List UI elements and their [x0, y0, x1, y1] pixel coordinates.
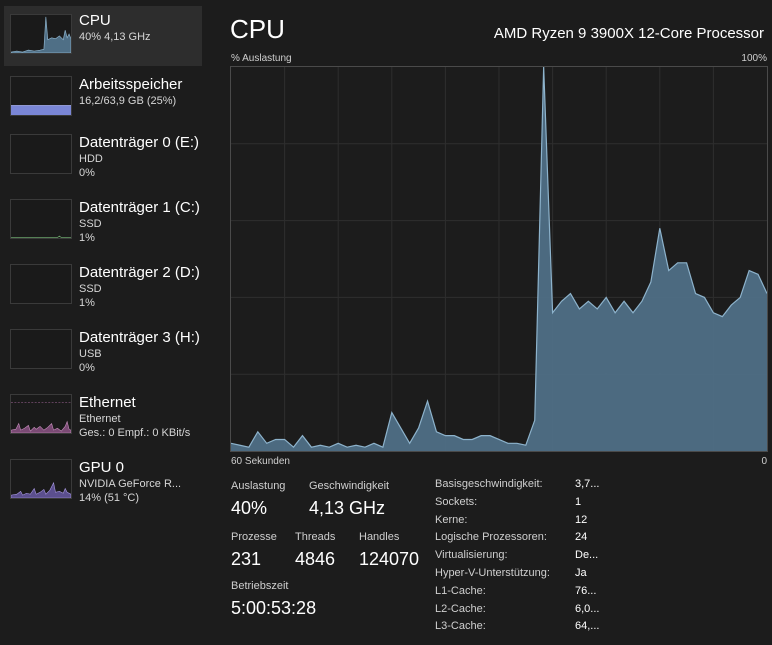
info-key: Logische Prozessoren: — [435, 531, 547, 544]
info-row-sockets: Sockets: 1 — [435, 496, 765, 514]
disk-0-thumbnail-graph — [10, 134, 72, 174]
info-value: 1 — [575, 495, 582, 508]
sidebar-item-usage: 0% — [79, 167, 95, 179]
sidebar-item-disk-0[interactable]: Datenträger 0 (E:) HDD 0% — [4, 128, 202, 188]
sidebar-item-type: USB — [79, 348, 102, 360]
sidebar-item-type: SSD — [79, 283, 102, 295]
sidebar-item-type: HDD — [79, 153, 103, 165]
info-value: 12 — [575, 513, 588, 526]
handles-value: 124070 — [359, 549, 420, 569]
handles-label: Handles — [359, 531, 400, 543]
sidebar-item-title: Arbeitsspeicher — [79, 76, 183, 93]
disk-2-thumbnail-graph — [10, 264, 72, 304]
sidebar-item-text: Ethernet Ethernet Ges.: 0 Empf.: 0 KBit/… — [79, 393, 190, 440]
sidebar-item-throughput: Ges.: 0 Empf.: 0 KBit/s — [79, 427, 191, 439]
sidebar-item-title: Datenträger 1 (C:) — [79, 199, 200, 216]
sidebar: CPU 40% 4,13 GHz Arbeitsspeicher 16,2/63… — [0, 0, 212, 645]
sidebar-item-text: Arbeitsspeicher 16,2/63,9 GB (25%) — [79, 75, 182, 108]
auslastung-value: 40% — [231, 498, 268, 518]
betriebszeit-value: 5:00:53:28 — [231, 598, 317, 618]
threads-value: 4846 — [295, 549, 336, 569]
sidebar-item-title: Datenträger 3 (H:) — [79, 329, 200, 346]
sidebar-item-title: CPU — [79, 12, 111, 29]
sidebar-item-subtitle: 40% 4,13 GHz — [79, 31, 151, 43]
cpu-usage-chart — [231, 67, 767, 451]
sidebar-item-text: Datenträger 1 (C:) SSD 1% — [79, 198, 200, 245]
disk-3-thumbnail-graph — [10, 329, 72, 369]
sidebar-item-disk-1[interactable]: Datenträger 1 (C:) SSD 1% — [4, 193, 202, 253]
info-key: Virtualisierung: — [435, 549, 508, 562]
sidebar-item-text: CPU 40% 4,13 GHz — [79, 11, 151, 44]
sidebar-item-subtitle: 16,2/63,9 GB (25%) — [79, 95, 177, 107]
sidebar-item-type: SSD — [79, 218, 102, 230]
x-axis-min-label: 0 — [761, 456, 767, 467]
sidebar-item-adapter: Ethernet — [79, 413, 121, 425]
sidebar-item-disk-3[interactable]: Datenträger 3 (H:) USB 0% — [4, 323, 202, 383]
sidebar-item-title: Datenträger 0 (E:) — [79, 134, 200, 151]
info-key: Kerne: — [435, 513, 468, 526]
prozesse-label: Prozesse — [231, 531, 277, 543]
cpu-info-table: Basisgeschwindigkeit: 3,7... Sockets: 1 … — [435, 478, 765, 638]
disk-1-thumbnail-graph — [10, 199, 72, 239]
sidebar-item-memory[interactable]: Arbeitsspeicher 16,2/63,9 GB (25%) — [4, 70, 202, 130]
sidebar-item-cpu[interactable]: CPU 40% 4,13 GHz — [4, 6, 202, 66]
info-key: L3-Cache: — [435, 620, 486, 633]
ethernet-thumbnail-graph — [10, 394, 72, 434]
info-value: De... — [575, 549, 599, 562]
info-row-base-speed: Basisgeschwindigkeit: 3,7... — [435, 478, 765, 496]
x-axis-label: 60 Sekunden — [231, 456, 290, 467]
geschwindigkeit-value: 4,13 GHz — [309, 498, 386, 518]
cpu-usage-graph — [230, 66, 768, 452]
memory-thumbnail-graph — [10, 76, 72, 116]
sidebar-item-text: Datenträger 2 (D:) SSD 1% — [79, 263, 200, 310]
info-value: 6,0... — [575, 602, 600, 615]
threads-label: Threads — [295, 531, 336, 543]
cpu-usage-line — [231, 67, 767, 449]
sidebar-item-title: Datenträger 2 (D:) — [79, 264, 200, 281]
info-value: 3,7... — [575, 478, 600, 490]
info-value: 64,... — [575, 620, 600, 633]
auslastung-label: Auslastung — [231, 480, 286, 492]
sidebar-item-usage: 0% — [79, 362, 95, 374]
info-value: 76... — [575, 584, 597, 597]
cpu-detail-panel: CPU AMD Ryzen 9 3900X 12-Core Processor … — [220, 0, 772, 645]
y-axis-label: % Auslastung — [231, 53, 292, 64]
sidebar-item-text: Datenträger 0 (E:) HDD 0% — [79, 133, 199, 180]
gpu-thumbnail-graph — [10, 459, 72, 499]
sidebar-item-text: Datenträger 3 (H:) USB 0% — [79, 328, 200, 375]
sidebar-item-usage: 1% — [79, 232, 95, 244]
info-value: 24 — [575, 531, 588, 544]
sidebar-item-title: Ethernet — [79, 394, 136, 411]
sidebar-item-title: GPU 0 — [79, 459, 125, 476]
info-row-l2-cache: L2-Cache: 6,0... — [435, 603, 765, 621]
sidebar-item-text: GPU 0 NVIDIA GeForce R... 14% (51 °C) — [79, 458, 181, 505]
cpu-model-name: AMD Ryzen 9 3900X 12-Core Processor — [493, 25, 764, 42]
info-key: L2-Cache: — [435, 602, 486, 615]
sidebar-item-usage: 14% (51 °C) — [79, 492, 140, 504]
sidebar-item-model: NVIDIA GeForce R... — [79, 478, 182, 490]
info-row-hyper-v: Hyper-V-Unterstützung: Ja — [435, 567, 765, 585]
y-axis-max-label: 100% — [741, 53, 767, 64]
info-row-l3-cache: L3-Cache: 64,... — [435, 620, 765, 638]
info-value: Ja — [575, 566, 587, 579]
info-row-virtualization: Virtualisierung: De... — [435, 549, 765, 567]
info-key: Hyper-V-Unterstützung: — [435, 566, 550, 579]
prozesse-value: 231 — [231, 549, 262, 569]
betriebszeit-label: Betriebszeit — [231, 580, 289, 592]
cpu-usage-area — [231, 67, 767, 451]
geschwindigkeit-label: Geschwindigkeit — [309, 480, 390, 492]
info-key: L1-Cache: — [435, 584, 486, 597]
sidebar-item-disk-2[interactable]: Datenträger 2 (D:) SSD 1% — [4, 258, 202, 318]
info-row-l1-cache: L1-Cache: 76... — [435, 585, 765, 603]
cpu-thumbnail-graph — [10, 14, 72, 54]
sidebar-item-ethernet[interactable]: Ethernet Ethernet Ges.: 0 Empf.: 0 KBit/… — [4, 388, 202, 448]
info-key: Basisgeschwindigkeit: — [435, 478, 543, 490]
sidebar-item-gpu-0[interactable]: GPU 0 NVIDIA GeForce R... 14% (51 °C) — [4, 453, 202, 513]
info-key: Sockets: — [435, 495, 478, 508]
info-row-cores: Kerne: 12 — [435, 514, 765, 532]
page-title: CPU — [230, 14, 285, 44]
sidebar-item-usage: 1% — [79, 297, 95, 309]
info-row-logical-processors: Logische Prozessoren: 24 — [435, 531, 765, 549]
